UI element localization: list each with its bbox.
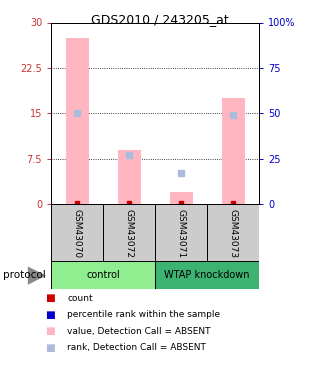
Text: count: count <box>67 294 93 303</box>
Text: ■: ■ <box>45 326 54 336</box>
Bar <box>207 204 259 261</box>
Text: ■: ■ <box>45 310 54 320</box>
Text: GSM43073: GSM43073 <box>229 209 238 258</box>
Text: percentile rank within the sample: percentile rank within the sample <box>67 310 220 319</box>
Bar <box>155 261 259 289</box>
Text: protocol: protocol <box>3 270 46 279</box>
Bar <box>117 150 141 204</box>
Text: rank, Detection Call = ABSENT: rank, Detection Call = ABSENT <box>67 343 206 352</box>
Bar <box>66 38 89 204</box>
Bar <box>51 261 155 289</box>
Text: ■: ■ <box>45 343 54 352</box>
Text: GSM43071: GSM43071 <box>177 209 186 258</box>
Bar <box>170 192 193 204</box>
Bar <box>221 98 245 204</box>
Text: GSM43070: GSM43070 <box>73 209 82 258</box>
Text: GDS2010 / 243205_at: GDS2010 / 243205_at <box>91 13 229 26</box>
Bar <box>155 204 207 261</box>
Text: control: control <box>86 270 120 280</box>
Text: value, Detection Call = ABSENT: value, Detection Call = ABSENT <box>67 327 211 336</box>
Bar <box>51 204 103 261</box>
Text: ■: ■ <box>45 293 54 303</box>
Polygon shape <box>28 266 46 285</box>
Bar <box>103 204 155 261</box>
Text: WTAP knockdown: WTAP knockdown <box>164 270 250 280</box>
Text: GSM43072: GSM43072 <box>125 209 134 258</box>
